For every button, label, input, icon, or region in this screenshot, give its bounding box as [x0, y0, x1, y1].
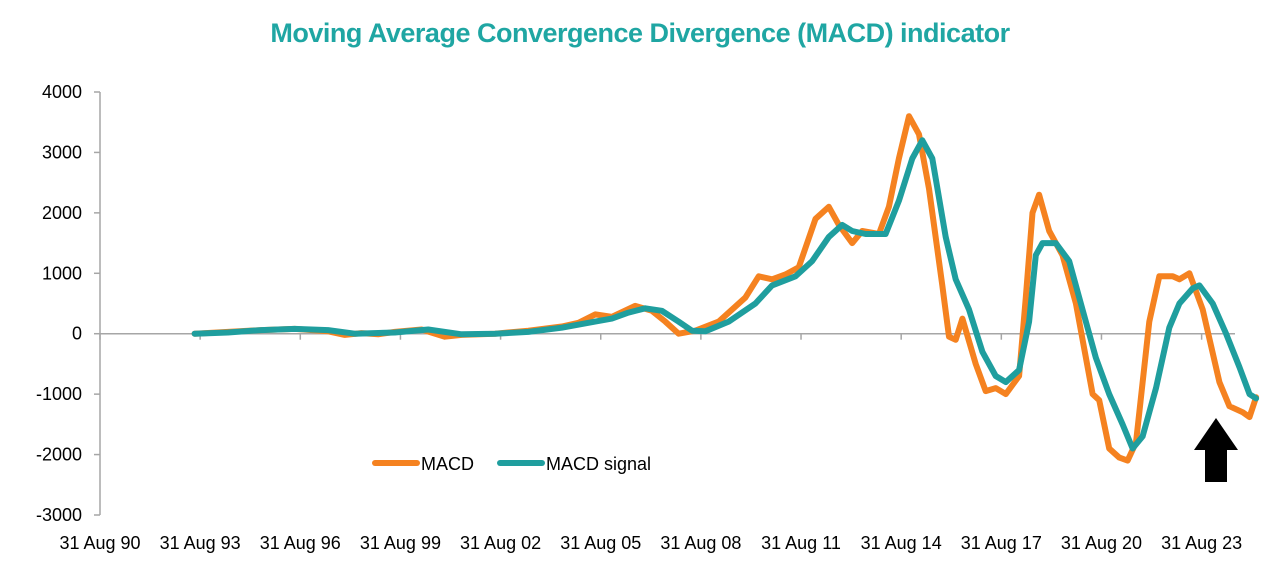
x-tick-label: 31 Aug 11	[761, 533, 841, 553]
macd-line	[191, 113, 1260, 464]
x-tick-label: 31 Aug 90	[59, 533, 140, 553]
y-tick-label: -2000	[36, 445, 82, 465]
x-tick-label: 31 Aug 20	[1061, 533, 1142, 553]
legend-item-macd: MACD	[372, 454, 474, 474]
legend-item-macd-signal: MACD signal	[497, 454, 651, 474]
x-tick-label: 31 Aug 17	[961, 533, 1042, 553]
macd-signal-line	[191, 137, 1260, 452]
x-tick-label: 31 Aug 99	[360, 533, 441, 553]
y-tick-label: 0	[72, 324, 82, 344]
up-arrow-icon	[1194, 418, 1238, 482]
y-tick-label: 2000	[42, 203, 82, 223]
x-tick-label: 31 Aug 05	[560, 533, 641, 553]
y-tick-label: 1000	[42, 263, 82, 283]
x-tick-label: 31 Aug 23	[1161, 533, 1242, 553]
x-tick-label: 31 Aug 96	[260, 533, 341, 553]
series-lines	[191, 113, 1260, 464]
legend: MACD MACD signal	[372, 454, 651, 474]
y-tick-label: 3000	[42, 142, 82, 162]
axes: 4000 3000 2000 1000 0 -1000 -2000 -3000 31 Aug 9…	[36, 82, 1242, 553]
y-tick-label: -1000	[36, 384, 82, 404]
y-tick-label: 4000	[42, 82, 82, 102]
x-tick-label: 31 Aug 14	[861, 533, 942, 553]
y-tick-label: -3000	[36, 505, 82, 525]
chart-title: Moving Average Convergence Divergence (M…	[270, 18, 1010, 48]
legend-label: MACD signal	[546, 454, 651, 474]
x-tick-label: 31 Aug 93	[160, 533, 241, 553]
x-tick-label: 31 Aug 08	[660, 533, 741, 553]
legend-label: MACD	[421, 454, 474, 474]
annotation-arrow	[1194, 418, 1238, 482]
x-tick-label: 31 Aug 02	[460, 533, 541, 553]
